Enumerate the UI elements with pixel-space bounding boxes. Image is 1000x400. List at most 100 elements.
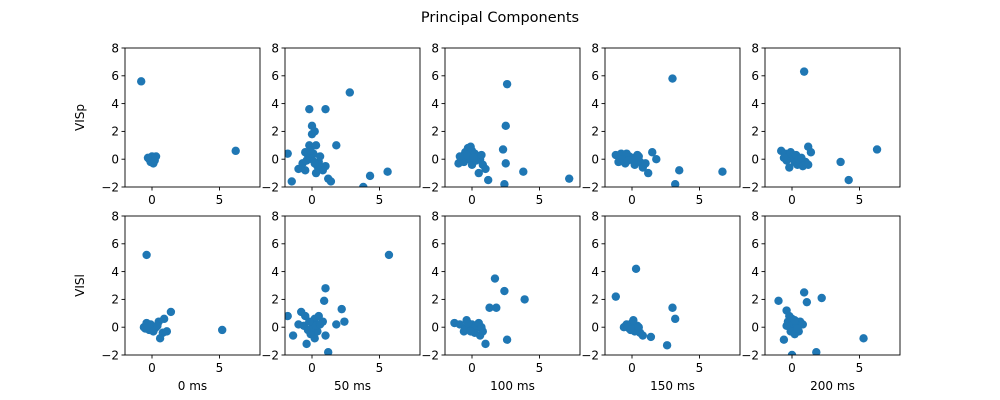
data-point (311, 141, 321, 150)
y-tick-label: 2 (431, 125, 439, 139)
data-point (652, 155, 661, 164)
y-tick-label: −2 (261, 348, 279, 362)
data-point (634, 152, 643, 161)
panel-0-4: 0 5 −2 0 2 4 6 8 (741, 41, 901, 207)
panel-1-2: 0 5 −2 0 2 4 6 8 100 ms (421, 209, 581, 393)
y-tick-label: 8 (111, 209, 119, 223)
x-tick-label: 5 (216, 361, 224, 375)
data-point (315, 320, 325, 329)
points-group (454, 79, 574, 187)
y-tick-label: 0 (111, 153, 119, 167)
y-tick-label: −2 (421, 180, 439, 194)
data-point (787, 350, 797, 355)
column-label: 0 ms (178, 379, 207, 393)
y-tick-label: 4 (111, 265, 119, 279)
y-tick-label: 4 (271, 97, 279, 111)
y-tick-label: 6 (271, 237, 279, 251)
y-tick-label: 4 (431, 97, 439, 111)
data-point (485, 303, 494, 312)
y-tick-label: 0 (591, 153, 599, 167)
chart-title: Principal Components (421, 10, 579, 26)
y-tick-label: 8 (431, 41, 439, 55)
data-point (321, 161, 330, 171)
data-point (477, 323, 486, 332)
y-tick-label: 2 (271, 125, 279, 139)
data-point (502, 335, 512, 344)
x-tick-label: 5 (856, 193, 864, 207)
y-tick-label: 6 (751, 69, 759, 83)
data-point (484, 175, 493, 185)
y-tick-label: 0 (751, 321, 759, 335)
data-point (872, 145, 882, 154)
data-point (142, 250, 151, 260)
data-point (469, 153, 478, 163)
x-tick-label: 0 (148, 361, 156, 375)
panel-0-0: 0 5 −2 0 2 4 6 8 VISp (73, 41, 261, 207)
y-tick-label: 4 (111, 97, 119, 111)
y-tick-label: 4 (591, 97, 599, 111)
y-tick-label: 2 (111, 125, 119, 139)
axes-frame (284, 47, 421, 188)
axes-frame (284, 215, 421, 356)
y-tick-label: −2 (101, 180, 119, 194)
data-point (285, 311, 292, 321)
data-point (153, 321, 162, 331)
data-point (799, 67, 809, 76)
y-tick-label: 4 (751, 97, 759, 111)
axes-frame (444, 215, 581, 356)
y-tick-label: 0 (751, 153, 759, 167)
y-tick-label: 4 (591, 265, 599, 279)
data-point (326, 177, 336, 186)
y-tick-label: −2 (741, 180, 759, 194)
panel-1-4: 0 5 −2 0 2 4 6 8 200 ms (741, 209, 901, 393)
data-point (477, 150, 486, 160)
data-point (779, 335, 789, 344)
y-tick-label: 2 (591, 293, 599, 307)
row-label: VISl (73, 274, 87, 297)
data-point (492, 303, 501, 312)
axes-frame (604, 215, 741, 356)
y-tick-label: 2 (751, 125, 759, 139)
data-point (500, 180, 509, 187)
y-tick-label: 0 (431, 321, 439, 335)
data-point (802, 297, 812, 307)
panel-0-2: 0 5 −2 0 2 4 6 8 (421, 41, 581, 207)
y-tick-label: 6 (751, 237, 759, 251)
y-tick-label: 0 (271, 321, 279, 335)
data-point (321, 104, 330, 114)
data-point (490, 274, 500, 283)
row-label: VISp (73, 104, 87, 131)
data-point (287, 177, 296, 186)
data-point (301, 166, 310, 175)
data-point (298, 159, 307, 168)
data-point (332, 141, 341, 150)
data-point (501, 159, 510, 168)
data-point (141, 324, 150, 333)
x-tick-label: 0 (628, 193, 636, 207)
data-point (501, 121, 510, 131)
data-point (337, 304, 346, 314)
y-tick-label: 8 (751, 41, 759, 55)
data-point (817, 293, 826, 303)
data-point (305, 104, 314, 114)
axes-frame (764, 47, 901, 188)
y-tick-label: 0 (591, 321, 599, 335)
data-point (143, 153, 153, 163)
data-point (498, 145, 508, 154)
data-point (779, 153, 789, 163)
data-point (462, 150, 471, 160)
data-point (782, 321, 791, 331)
data-point (311, 168, 321, 178)
y-tick-label: 0 (271, 153, 279, 167)
x-tick-label: 0 (308, 193, 316, 207)
data-point (626, 325, 635, 335)
column-label: 150 ms (650, 379, 695, 393)
y-tick-label: 6 (271, 69, 279, 83)
data-point (359, 182, 368, 187)
y-tick-label: −2 (421, 348, 439, 362)
data-point (774, 296, 783, 305)
data-point (785, 163, 794, 172)
x-tick-label: 5 (216, 193, 224, 207)
data-point (644, 168, 653, 178)
data-point (481, 339, 490, 349)
